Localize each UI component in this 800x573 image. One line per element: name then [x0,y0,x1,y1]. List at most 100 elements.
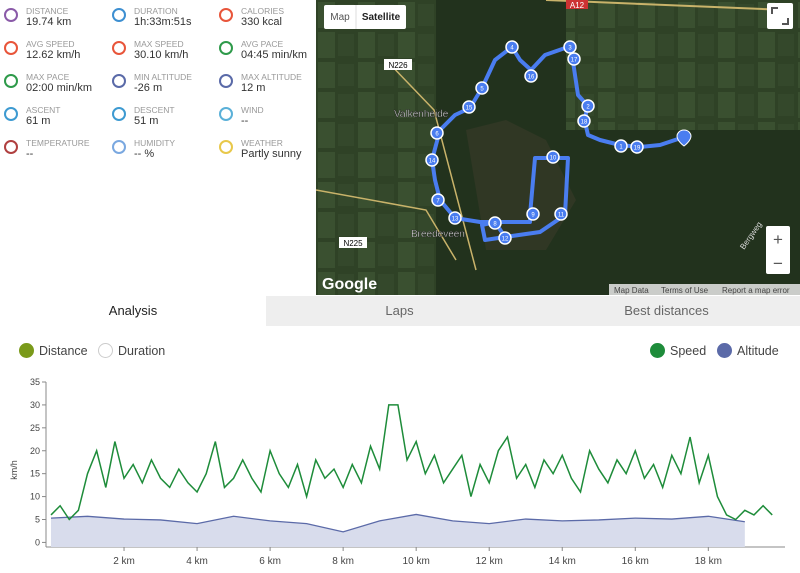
waypoint-label: 15 [466,106,473,112]
x-tick-label: 18 km [695,556,722,567]
waypoint [524,69,538,83]
waypoint [614,139,628,153]
x-tick-label: 10 km [403,556,430,567]
map-footer-link[interactable]: Map Data [614,286,649,295]
y-tick-label: 30 [30,400,40,410]
stat-label: Humidity [134,138,176,148]
map-fields [566,0,800,130]
stat-icon [112,107,126,121]
zoom-out[interactable]: − [773,254,783,273]
map-footer [609,284,800,295]
stat-label: Calories [241,6,284,16]
waypoint [577,114,591,128]
stat-label: Temperature [26,138,90,148]
road-label: A12 [570,1,585,10]
waypoint [431,193,445,207]
y-tick-label: 10 [30,492,40,502]
fullscreen-icon [771,7,789,25]
map[interactable]: Map Satellite + − Valkenheide Breedeveen… [316,0,800,295]
toggle-label: Duration [118,344,166,358]
legend-label: Altitude [737,344,779,358]
stat-value: 1h:33m:51s [134,16,192,28]
road-label: N226 [388,61,408,70]
place-label: Breedeveen [411,229,465,240]
y-tick-label: 15 [30,469,40,479]
waypoint [475,81,489,95]
waypoint [630,140,644,154]
chart: km/h 0 5 10 15 20 25 30 35 2 km 4 km 6 km 8 km 10 km… [9,377,785,567]
waypoint [448,211,462,225]
waypoint [554,207,568,221]
stat-icon [4,8,18,22]
check [98,343,113,358]
waypoint-label: 10 [550,156,557,162]
tab[interactable]: Laps [266,296,533,326]
stats-panel: Distance 19.74 km Duration 1h:33m:51s Calori… [0,0,315,295]
stat-value: -- [26,148,34,160]
road [316,189,457,261]
check [19,343,34,358]
stat-icon [112,140,126,154]
waypoint-label: 7 [436,199,440,205]
road-label: N225 [343,239,363,248]
stat-value: -- [241,115,249,127]
stat-value: 19.74 km [26,16,72,28]
stat-value: 04:45 min/km [241,49,308,61]
stat-label: Ascent [26,105,61,115]
waypoint-label: 13 [452,217,459,223]
zoom-control [766,226,790,274]
stat-label: Descent [134,105,175,115]
map-footer-link[interactable]: Terms of Use [661,286,709,295]
x-tick-label: 4 km [186,556,208,567]
legend-item[interactable]: Speed [650,343,706,359]
stat-value: 12.62 km/h [26,49,81,61]
legend-swatch [717,343,732,358]
waypoint-label: 4 [510,46,514,52]
x-tick-label: 14 km [549,556,576,567]
legend-item[interactable]: Altitude [717,343,779,359]
waypoint [505,40,519,54]
map-button[interactable]: Map [330,12,350,23]
stat-icon [219,41,233,55]
stat-label: Max speed [134,39,184,49]
stat-label: Duration [134,6,178,16]
road-shield [384,59,412,70]
map-footer-link[interactable]: Report a map error [722,286,790,295]
waypoint-label: 17 [571,58,578,64]
stat-label: Min altitude [134,72,192,82]
zoom-in[interactable]: + [773,230,783,249]
stat-value: 02:00 min/km [26,82,93,94]
satellite-button[interactable]: Satellite [362,12,401,23]
waypoint [498,231,512,245]
map-fields [316,0,436,295]
stat-label: Avg pace [241,39,284,49]
fullscreen-button[interactable] [767,3,793,29]
stat-value: Partly sunny [241,148,302,160]
waypoint [581,99,595,113]
stat-icon [4,41,18,55]
road-shield [566,0,588,9]
tab[interactable]: Analysis [0,296,266,326]
x-tick-label: 8 km [332,556,354,567]
waypoint-label: 18 [581,120,588,126]
map-type-switch[interactable] [324,5,406,29]
road-shield [339,237,367,248]
stat-value: -26 m [134,82,163,94]
x-tick-label: 16 km [622,556,649,567]
stat-label: Wind [241,105,264,115]
stat-label: Avg speed [26,39,75,49]
tab[interactable]: Best distances [533,296,800,326]
altitude-line [50,513,745,533]
toggle[interactable]: Distance [19,343,88,359]
waypoint-label: 6 [435,132,439,138]
y-tick-label: 0 [35,537,40,547]
stat-icon [4,107,18,121]
speed-line [50,404,773,521]
waypoint-label: 9 [531,213,535,219]
stat-value: 330 kcal [241,16,282,28]
toggle[interactable]: Duration [98,343,165,359]
stat-label: Max altitude [241,72,302,82]
stat-icon [112,41,126,55]
google-logo: Google [322,276,377,293]
y-axis-label: km/h [9,460,19,480]
